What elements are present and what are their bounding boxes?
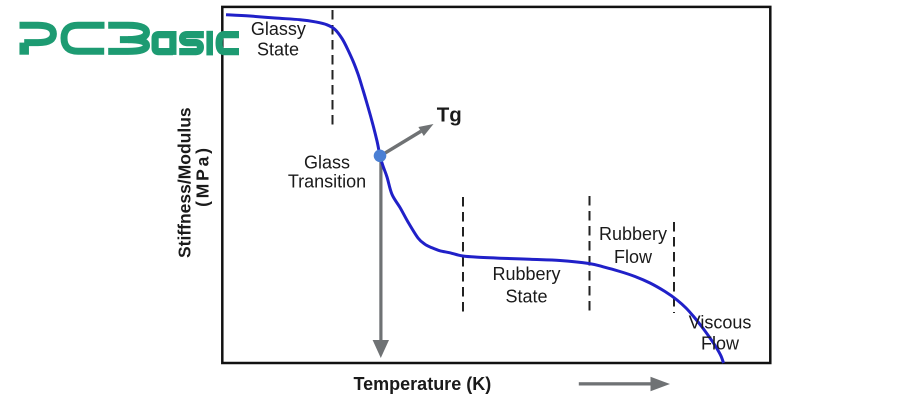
svg-text:State: State: [505, 287, 547, 307]
svg-text:Flow: Flow: [701, 334, 740, 354]
svg-text:Glassy: Glassy: [251, 19, 306, 39]
svg-text:Glass: Glass: [304, 153, 350, 173]
svg-text:Flow: Flow: [614, 247, 653, 267]
svg-text:Rubbery: Rubbery: [492, 264, 560, 284]
svg-text:Tg: Tg: [437, 104, 462, 127]
svg-text:Stiffness/Modulus: Stiffness/Modulus: [175, 107, 195, 258]
svg-text:State: State: [257, 39, 299, 59]
svg-text:Viscous: Viscous: [689, 313, 752, 333]
svg-text:Rubbery: Rubbery: [599, 224, 667, 244]
svg-text:(MPa): (MPa): [193, 145, 213, 207]
svg-text:Transition: Transition: [288, 172, 366, 192]
svg-text:Temperature (K): Temperature (K): [354, 374, 492, 394]
